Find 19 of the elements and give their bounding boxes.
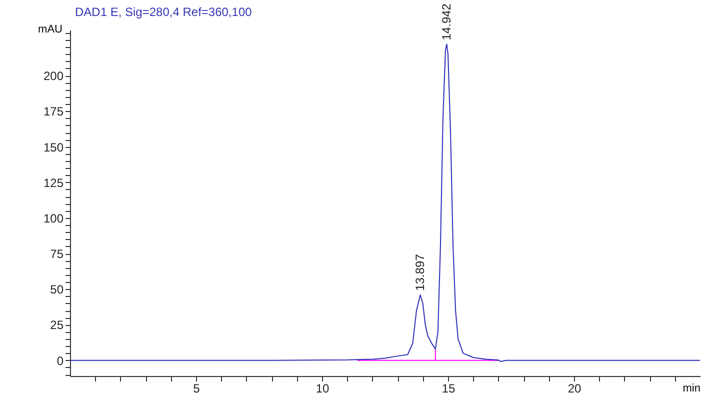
chart-title: DAD1 E, Sig=280,4 Ref=360,100 (75, 5, 252, 19)
annotation: 13.897 (413, 254, 428, 291)
y-tick-label: 175 (43, 104, 64, 119)
x-tick-label: 10 (316, 382, 330, 396)
y-tick-label: 125 (43, 176, 64, 190)
y-tick-label: 0 (56, 354, 64, 368)
x-tick-label: 5 (193, 382, 200, 396)
annotation: 14.942 (440, 3, 454, 40)
line-series (70, 44, 700, 362)
y-tick-label: 150 (43, 140, 64, 154)
y-tick-label: 75 (50, 247, 64, 262)
x-tick-label: 20 (568, 382, 582, 396)
y-tick-label: 50 (50, 282, 64, 297)
x-axis-title: min (682, 382, 700, 394)
x-tick-label: 15 (442, 382, 456, 396)
y-axis-title: mAU (38, 24, 63, 36)
y-tick-label: 25 (50, 318, 64, 332)
y-tick-label: 100 (43, 211, 64, 226)
y-tick-label: 200 (43, 69, 64, 84)
